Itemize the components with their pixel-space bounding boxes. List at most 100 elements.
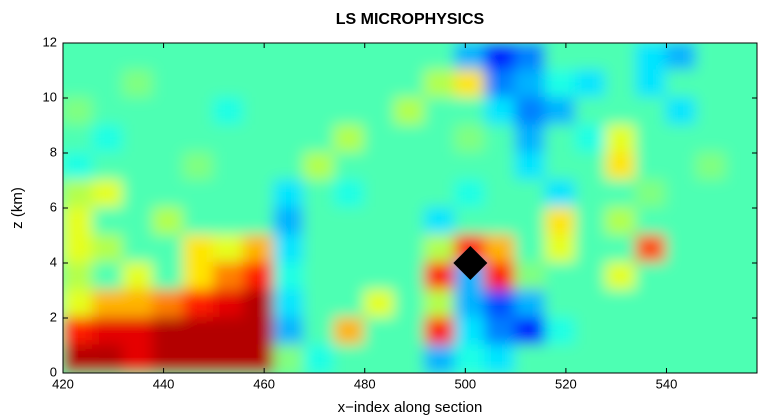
cell (152, 69, 185, 99)
cell (605, 124, 638, 154)
x-tick-label: 420 (52, 376, 74, 391)
cell (92, 317, 125, 347)
cell (725, 43, 757, 72)
cell (363, 262, 396, 292)
cell (544, 69, 577, 99)
cell (212, 97, 246, 127)
cell (484, 124, 517, 154)
cell (212, 317, 246, 347)
cell (182, 97, 215, 127)
cell (363, 69, 396, 99)
cell (514, 207, 547, 237)
cell (454, 124, 487, 154)
cell (212, 69, 246, 99)
cell (605, 317, 638, 347)
cell (303, 207, 336, 237)
cell (393, 43, 427, 72)
cell (363, 207, 396, 237)
cell (393, 124, 427, 154)
cell (333, 43, 366, 72)
x-tick-label: 480 (354, 376, 376, 391)
cell (63, 262, 95, 292)
cell (514, 262, 547, 292)
cell (424, 289, 457, 319)
x-tick-label: 440 (153, 376, 175, 391)
cell (92, 69, 125, 99)
cell (635, 207, 668, 237)
cell (635, 234, 668, 264)
cell (665, 97, 698, 127)
cell (665, 43, 698, 72)
cell (63, 207, 95, 237)
cell (574, 152, 608, 182)
cell (273, 234, 306, 264)
cell (243, 69, 276, 99)
cell (393, 262, 427, 292)
cell (363, 124, 396, 154)
cell (605, 97, 638, 127)
cell (92, 152, 125, 182)
cell (92, 43, 125, 72)
cell (514, 43, 547, 72)
cell (454, 69, 487, 99)
cell (665, 179, 698, 209)
cell (182, 69, 215, 99)
cell (152, 179, 185, 209)
cell (605, 207, 638, 237)
cell (484, 317, 517, 347)
cell (544, 262, 577, 292)
axes: 420 440 460 480 500 520 540 0 2 4 6 8 10 12 (43, 34, 758, 391)
cell (605, 179, 638, 209)
cell (152, 152, 185, 182)
y-tick-label: 0 (50, 364, 57, 379)
cell (454, 207, 487, 237)
cell (182, 317, 215, 347)
cell (635, 289, 668, 319)
cell (122, 344, 155, 373)
cell (574, 69, 608, 99)
cell (243, 124, 276, 154)
cell (333, 344, 366, 373)
cell (695, 262, 728, 292)
cell (544, 124, 577, 154)
cell (665, 289, 698, 319)
cell (303, 43, 336, 72)
cell (393, 289, 427, 319)
cell (665, 152, 698, 182)
cell (695, 43, 728, 72)
cell (605, 289, 638, 319)
cell (544, 152, 577, 182)
cell (393, 344, 427, 373)
cell (454, 97, 487, 127)
cell (695, 344, 728, 373)
cell (393, 234, 427, 264)
cell (424, 69, 457, 99)
cell (393, 207, 427, 237)
cell (574, 207, 608, 237)
cell (605, 234, 638, 264)
cell (665, 207, 698, 237)
cell (635, 69, 668, 99)
cell (544, 289, 577, 319)
cell (393, 179, 427, 209)
cell (63, 43, 95, 72)
cell (92, 179, 125, 209)
cell (63, 289, 95, 319)
cell (63, 234, 95, 264)
cell (484, 344, 517, 373)
cell (63, 97, 95, 127)
cell (92, 344, 125, 373)
cell (92, 207, 125, 237)
cell (725, 207, 757, 237)
cell (92, 124, 125, 154)
cell (273, 262, 306, 292)
cell (333, 179, 366, 209)
cell (243, 207, 276, 237)
cell (212, 124, 246, 154)
cell (665, 69, 698, 99)
cell (273, 179, 306, 209)
cell (514, 97, 547, 127)
cell (182, 207, 215, 237)
cell (63, 344, 95, 373)
cell (393, 317, 427, 347)
